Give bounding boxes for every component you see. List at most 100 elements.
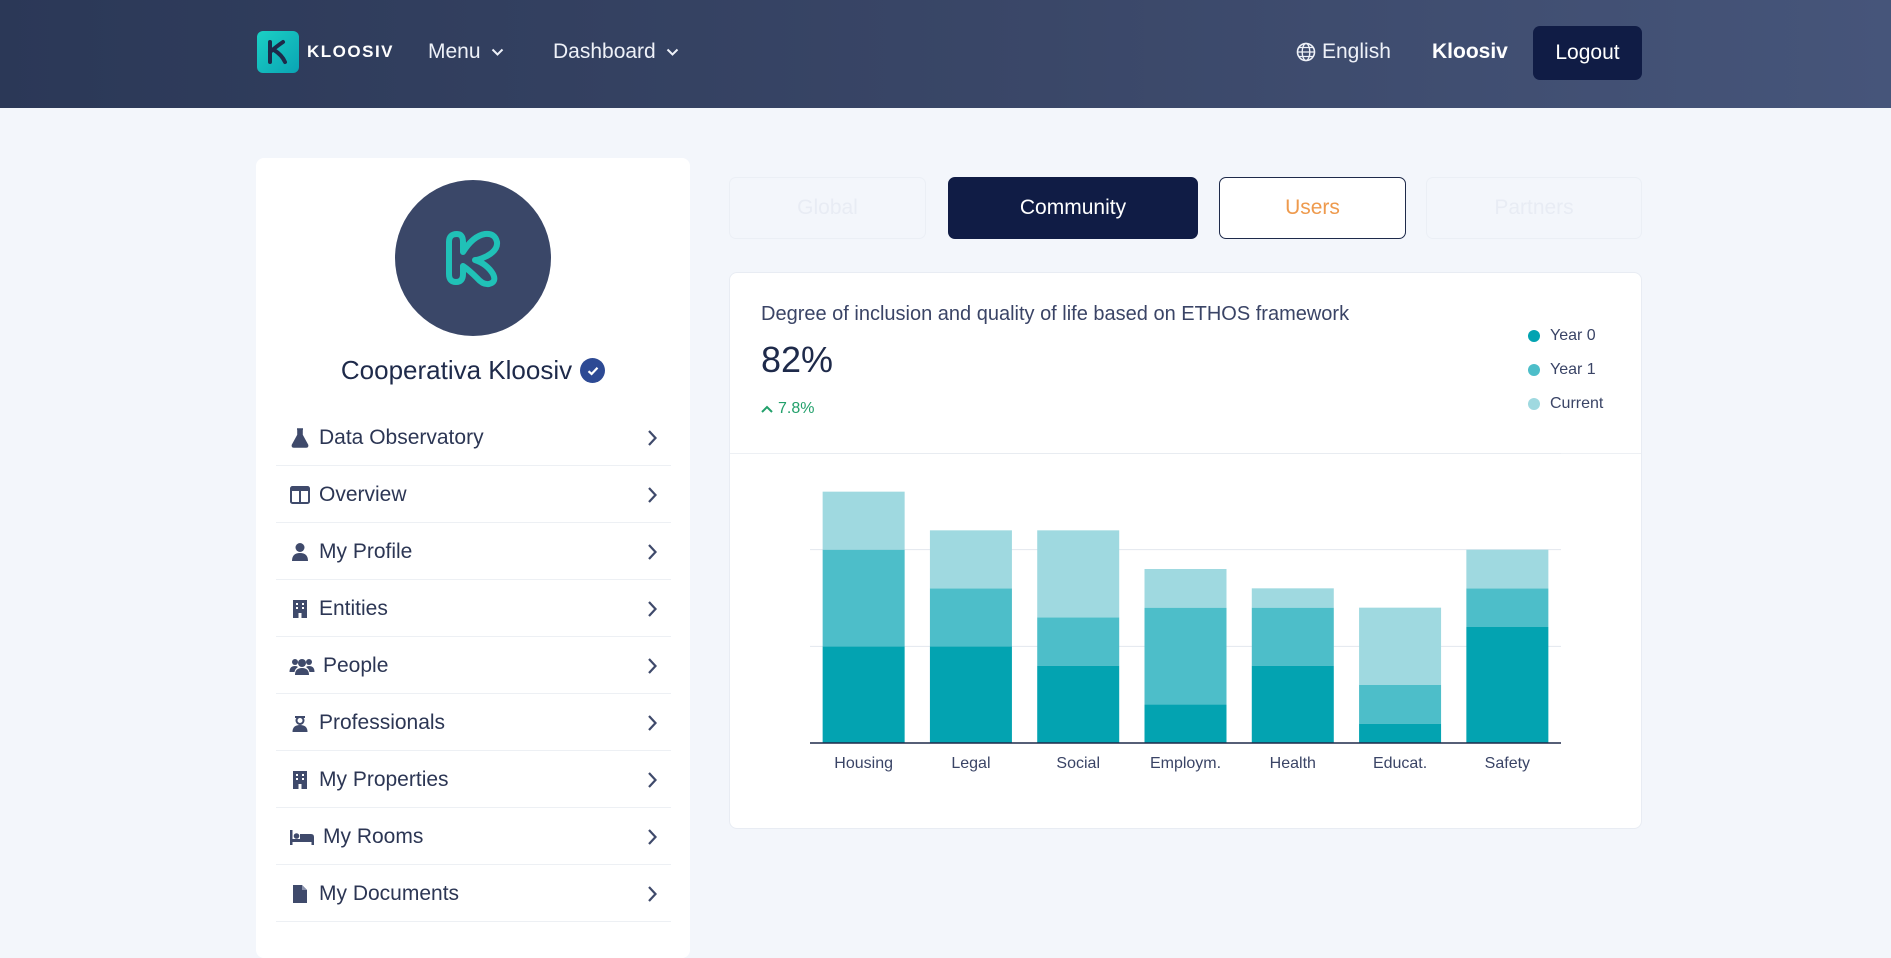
bar-year-0 [1251, 665, 1334, 743]
sidebar-item-my-rooms[interactable]: My Rooms [276, 809, 671, 865]
chevron-down-icon [666, 48, 678, 56]
top-navigation-bar: KLOOSIV Menu Dashboard English Kloosiv L… [0, 0, 1891, 108]
kpi-value: 82% [761, 339, 834, 380]
sidebar-item-people[interactable]: People [276, 638, 671, 694]
sidebar-item-professionals[interactable]: Professionals [276, 695, 671, 751]
sidebar-item-overview[interactable]: Overview [276, 467, 671, 523]
arrow-up-icon [761, 405, 773, 413]
sidebar-item-label: Professionals [319, 710, 446, 734]
dashboard-dropdown[interactable]: Dashboard [553, 40, 679, 64]
document-icon [289, 883, 311, 905]
chevron-right-icon [648, 600, 658, 617]
chevron-down-icon [491, 48, 503, 56]
legend-item-year-1: Year 1 [1528, 353, 1603, 387]
building-icon [289, 769, 311, 791]
bar-year-1 [1144, 607, 1227, 705]
x-tick-label: Legal [951, 755, 990, 772]
organization-avatar [395, 180, 551, 336]
bar-year-0 [1144, 704, 1227, 743]
bar-current [1251, 588, 1334, 608]
sidebar-item-data-observatory[interactable]: Data Observatory [276, 410, 671, 466]
professional-icon [289, 712, 311, 734]
chart-title: Degree of inclusion and quality of life … [761, 303, 1350, 325]
inclusion-chart-card: Degree of inclusion and quality of life … [729, 272, 1642, 829]
current-user-name[interactable]: Kloosiv [1432, 40, 1508, 63]
chevron-right-icon [648, 543, 658, 560]
x-tick-label: Housing [834, 755, 893, 772]
x-tick-label: Social [1056, 755, 1100, 772]
flask-icon [289, 427, 311, 449]
bar-current [929, 530, 1012, 589]
bar-year-0 [1359, 723, 1442, 743]
legend-label: Year 0 [1550, 327, 1596, 344]
chevron-right-icon [648, 429, 658, 446]
sidebar-item-my-documents[interactable]: My Documents [276, 866, 671, 922]
legend-label: Year 1 [1550, 361, 1596, 378]
x-tick-label: Employm. [1150, 755, 1221, 772]
bar-year-0 [1466, 627, 1549, 743]
brand-logo[interactable]: KLOOSIV [257, 31, 394, 73]
chevron-right-icon [648, 828, 658, 845]
bar-year-1 [1037, 617, 1120, 666]
bar-current [1359, 607, 1442, 685]
user-icon [289, 541, 311, 563]
sidebar-item-label: Overview [319, 482, 407, 506]
tab-users[interactable]: Users [1219, 177, 1406, 239]
sidebar-menu: Data Observatory Overview My Profile Ent… [276, 410, 671, 923]
bar-year-1 [1359, 685, 1442, 724]
kpi-delta-value: 7.8% [778, 400, 815, 417]
sidebar-item-label: My Profile [319, 539, 413, 563]
bar-current [1466, 549, 1549, 589]
sidebar-item-entities[interactable]: Entities [276, 581, 671, 637]
tab-global[interactable]: Global [729, 177, 926, 239]
bar-year-1 [822, 549, 905, 647]
legend-item-current: Current [1528, 387, 1603, 421]
bar-year-0 [929, 646, 1012, 743]
chevron-right-icon [648, 657, 658, 674]
legend-swatch [1528, 398, 1540, 410]
chart-legend: Year 0 Year 1 Current [1528, 319, 1603, 421]
globe-icon [1296, 42, 1316, 62]
menu-dropdown[interactable]: Menu [428, 40, 504, 64]
people-icon [289, 655, 315, 677]
logout-button[interactable]: Logout [1533, 26, 1642, 80]
x-tick-label: Safety [1485, 755, 1530, 772]
sidebar: Cooperativa Kloosiv Data Observatory Ove… [256, 158, 690, 958]
x-tick-label: Educat. [1373, 755, 1427, 772]
chevron-right-icon [648, 714, 658, 731]
legend-swatch [1528, 364, 1540, 376]
sidebar-item-label: People [323, 653, 389, 677]
legend-item-year-0: Year 0 [1528, 319, 1603, 353]
sidebar-item-label: My Documents [319, 881, 460, 905]
sidebar-item-my-profile[interactable]: My Profile [276, 524, 671, 580]
tab-partners[interactable]: Partners [1426, 177, 1642, 239]
bar-year-0 [1037, 665, 1120, 743]
bar-current [1037, 530, 1120, 618]
bar-year-0 [822, 646, 905, 743]
kloosiv-logo-icon [257, 31, 299, 73]
organization-name: Cooperativa Kloosiv [340, 355, 573, 385]
stacked-bar-chart: Housing Legal Social Employm. Health Educat. S… [810, 453, 1561, 772]
sidebar-item-label: Entities [319, 596, 388, 620]
tab-community[interactable]: Community [948, 177, 1198, 239]
bed-icon [289, 826, 315, 848]
chevron-right-icon [648, 771, 658, 788]
chevron-right-icon [648, 486, 658, 503]
legend-swatch [1528, 330, 1540, 342]
layout-icon [289, 484, 311, 506]
language-selector[interactable]: English [1296, 40, 1391, 64]
building-icon [289, 598, 311, 620]
menu-label: Menu [428, 40, 481, 63]
sidebar-item-label: My Rooms [323, 824, 424, 848]
bar-year-1 [929, 588, 1012, 647]
legend-label: Current [1550, 395, 1604, 412]
bar-current [1144, 569, 1227, 608]
kpi-delta: 7.8% [761, 400, 814, 418]
language-label: English [1322, 40, 1391, 63]
x-tick-label: Health [1270, 755, 1316, 772]
bar-current [822, 491, 905, 550]
verified-badge-icon [580, 358, 606, 383]
sidebar-item-my-properties[interactable]: My Properties [276, 752, 671, 808]
dashboard-label: Dashboard [553, 40, 656, 63]
sidebar-item-label: Data Observatory [319, 425, 484, 449]
